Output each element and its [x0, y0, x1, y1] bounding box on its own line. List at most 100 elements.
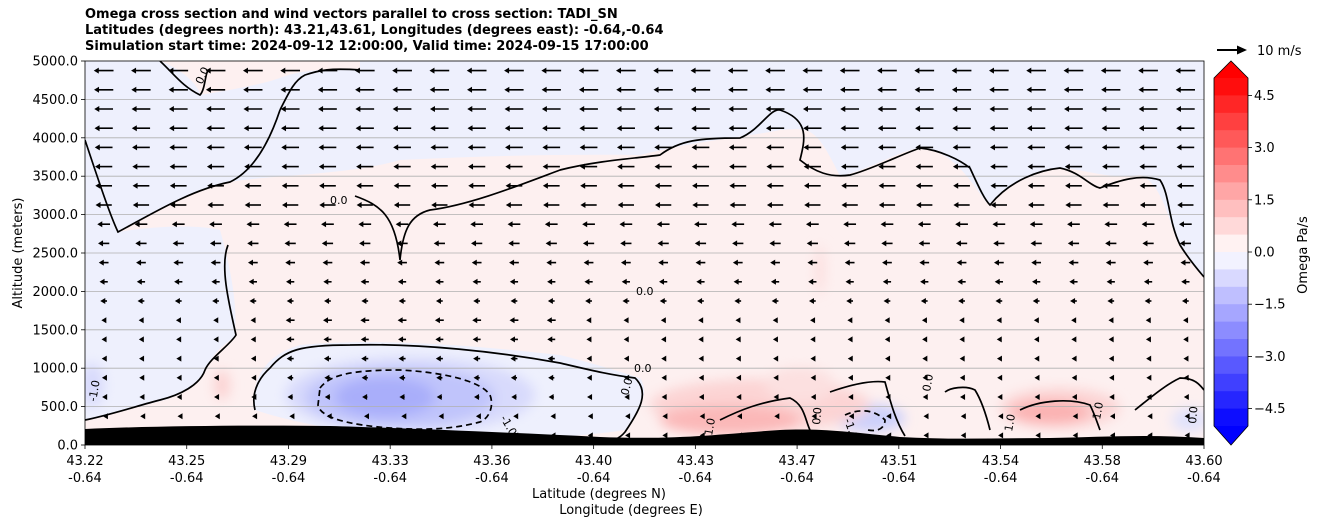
wind-vector-head: [990, 202, 996, 208]
wind-vector-head: [397, 278, 403, 285]
quiver-key-arrow-head: [1237, 45, 1247, 55]
wind-vector-head: [101, 355, 107, 362]
wind-vector-head: [1102, 163, 1108, 170]
wind-vector-head: [735, 317, 741, 324]
wind-vector-head: [1138, 106, 1144, 112]
wind-vector-head: [955, 221, 961, 228]
wind-vector-head: [206, 144, 212, 151]
wind-vector-head: [841, 163, 847, 170]
wind-vector-head: [773, 394, 779, 400]
wind-vector-head: [545, 240, 551, 247]
wind-vector-head: [1101, 144, 1107, 151]
wind-vector-head: [172, 240, 178, 247]
wind-vector-head: [323, 317, 329, 324]
wind-vector-head: [582, 240, 588, 247]
wind-vector-head: [658, 259, 664, 266]
wind-vector-head: [355, 144, 361, 151]
clabel-zero-3: 0.0: [636, 285, 654, 298]
wind-vector-head: [355, 125, 361, 132]
wind-vector-head: [473, 374, 479, 381]
wind-vector-head: [289, 413, 295, 420]
wind-vector-head: [616, 144, 622, 151]
wind-vector-head: [250, 317, 256, 324]
wind-vector-head: [807, 259, 813, 266]
wind-vector-head: [728, 106, 734, 112]
x-axis-label: Latitude (degrees N): [532, 487, 666, 502]
x-axis: 43.22 -0.64 43.25 -0.64 43.29 -0.64 43.33 -0.64…: [66, 445, 1223, 486]
wind-vector-head: [505, 163, 511, 170]
wind-vector-head: [1064, 106, 1070, 112]
wind-vector-head: [168, 86, 174, 93]
wind-vector-head: [662, 413, 668, 420]
wind-vector-head: [1109, 394, 1115, 400]
wind-vector-head: [657, 240, 663, 247]
wind-vector-head: [766, 163, 772, 170]
wind-vector-head: [661, 336, 667, 343]
wind-vector-head: [735, 336, 741, 343]
wind-vector-head: [1183, 355, 1189, 362]
wind-vector-head: [1105, 240, 1111, 247]
clabel-zero-2: 0.0: [330, 194, 348, 207]
wind-vector-head: [803, 182, 809, 189]
colorbar-tick-label: 4.5: [1254, 89, 1275, 104]
wind-vector-head: [287, 374, 293, 381]
wind-vector-head: [1183, 336, 1189, 343]
contour-zero-right: [944, 386, 991, 431]
wind-vector-head: [882, 278, 888, 285]
colorbar-segment: [1214, 321, 1248, 340]
wind-vector-head: [691, 144, 697, 151]
x-tick-label-lat: 43.51: [880, 454, 917, 469]
wind-vector-head: [213, 374, 219, 381]
x-tick-label-lat: 43.22: [66, 454, 103, 469]
wind-vector-head: [653, 86, 659, 93]
wind-vector-head: [848, 394, 854, 400]
wind-vector-head: [923, 432, 929, 439]
wind-vector-head: [804, 202, 810, 208]
wind-vector-head: [917, 221, 923, 228]
wind-vector-head: [997, 374, 1003, 381]
wind-vector-head: [138, 336, 144, 343]
omega-neg-left-edge: [85, 363, 104, 407]
wind-vector-head: [548, 394, 554, 400]
wind-vector-head: [586, 355, 592, 362]
wind-vector-head: [845, 278, 851, 285]
wind-vector-head: [471, 259, 477, 266]
wind-vector-head: [1071, 374, 1077, 381]
wind-vector-head: [989, 125, 995, 132]
wind-vector-head: [728, 125, 734, 132]
wind-vector-head: [98, 240, 104, 247]
clabel-zero-7: 0.0: [810, 407, 824, 426]
wind-vector-head: [1032, 278, 1038, 285]
wind-vector-head: [844, 259, 850, 266]
wind-vector-head: [207, 202, 213, 208]
wind-vector-head: [1067, 221, 1073, 228]
wind-vector-head: [176, 355, 182, 362]
wind-vector-head: [623, 317, 629, 324]
wind-vector-head: [1107, 298, 1113, 304]
wind-vector-head: [848, 413, 854, 420]
wind-vector-head: [810, 336, 816, 343]
wind-vector-head: [510, 355, 516, 362]
wind-vector-head: [397, 259, 403, 266]
y-tick-label: 2000.0: [33, 285, 79, 300]
wind-vector-head: [810, 374, 816, 381]
colorbar-segment: [1214, 165, 1248, 183]
wind-vector-head: [1033, 317, 1039, 324]
wind-vector-head: [94, 86, 100, 93]
wind-vector-head: [247, 240, 253, 247]
wind-vector-head: [960, 413, 966, 420]
wind-vector-head: [364, 413, 369, 420]
wind-vector-head: [1026, 86, 1032, 93]
quiver-key-label: 10 m/s: [1257, 44, 1302, 59]
wind-vector-head: [134, 221, 140, 228]
wind-vector-head: [468, 182, 474, 189]
wind-vector-head: [510, 298, 516, 304]
wind-vector-head: [840, 106, 846, 112]
wind-vector-head: [209, 221, 215, 228]
wind-vector-head: [467, 144, 473, 151]
y-tick-label: 5000.0: [33, 55, 79, 70]
y-tick-label: 3500.0: [33, 170, 79, 185]
wind-vector-head: [620, 259, 626, 266]
wind-vector-head: [213, 355, 219, 362]
wind-vector-head: [1071, 317, 1077, 324]
